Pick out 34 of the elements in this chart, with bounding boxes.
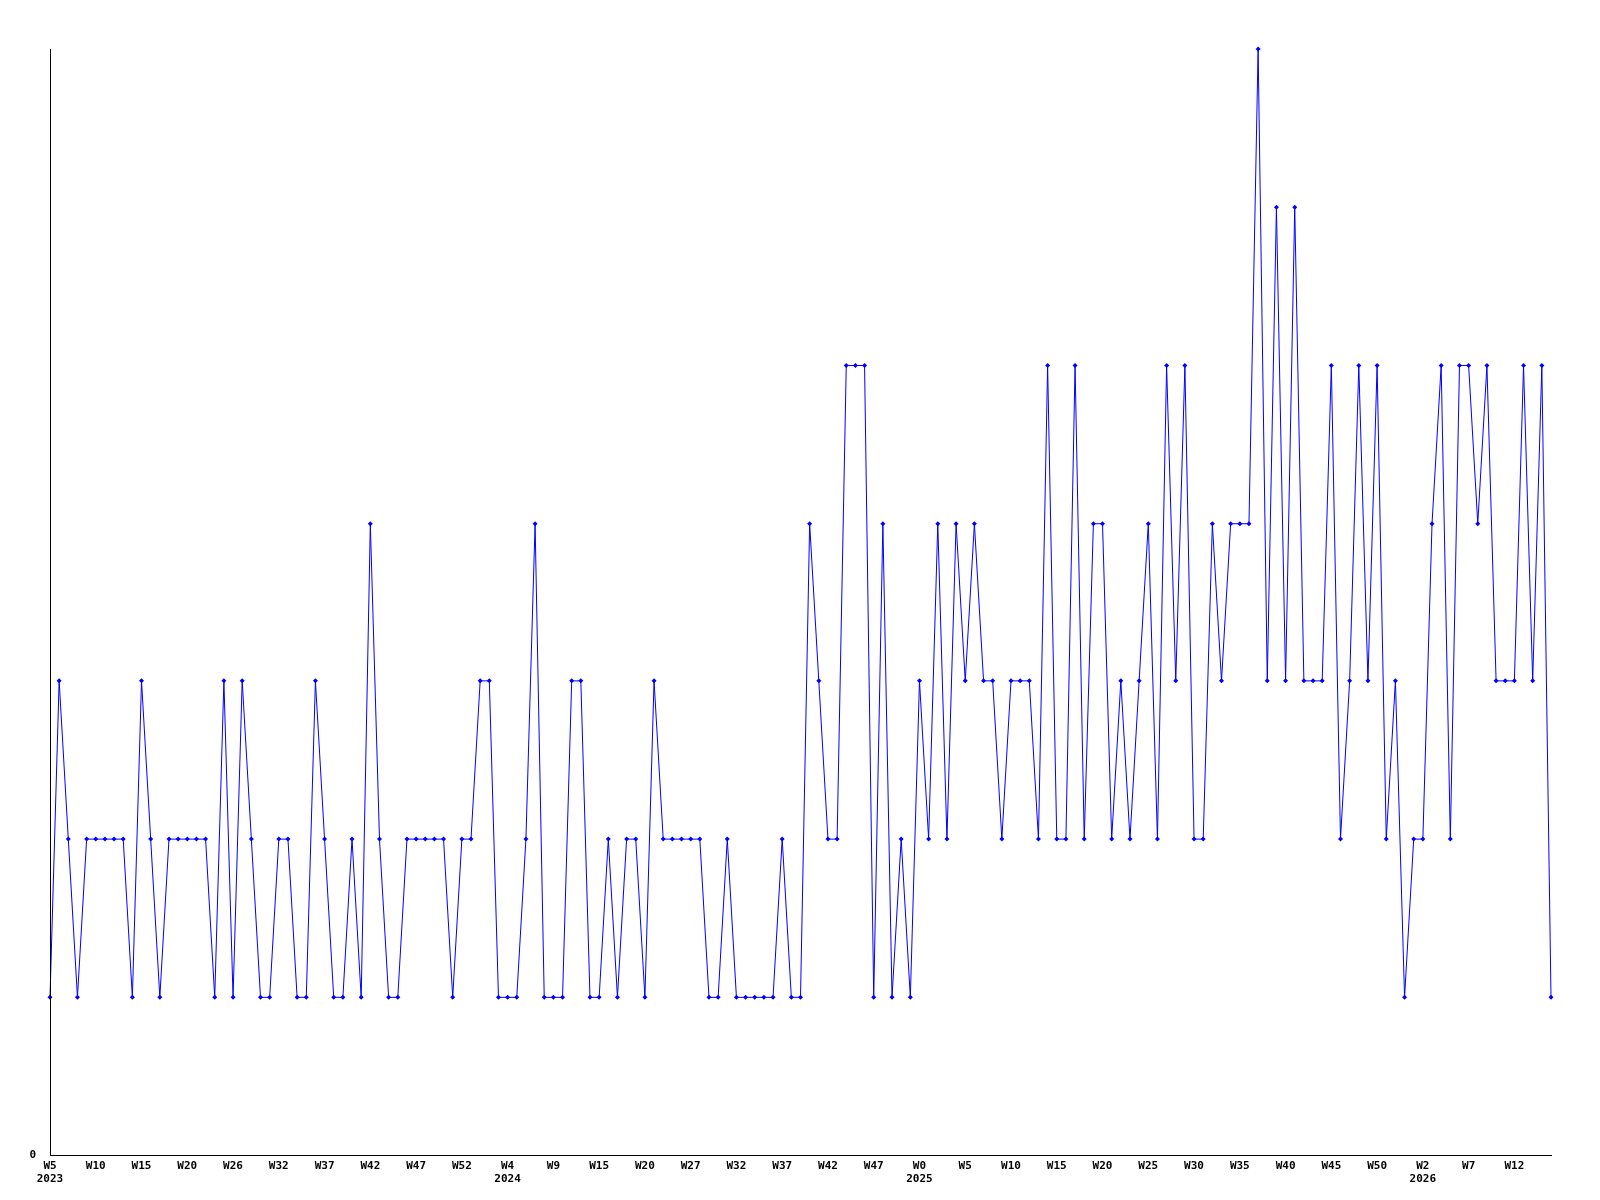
x-tick-label: W15 [131,1159,152,1173]
x-tick-label: W40 [1275,1159,1296,1173]
x-tick-label: W12 [1504,1159,1525,1173]
x-tick-label: W9 [546,1159,561,1173]
x-tick-label: W2 2026 [1409,1159,1437,1186]
x-tick-label: W25 [1138,1159,1159,1173]
x-tick-label: W5 2023 [36,1159,64,1186]
x-tick-label: W35 [1229,1159,1250,1173]
x-tick-label: W15 [589,1159,610,1173]
x-tick-label: W50 [1367,1159,1388,1173]
x-tick-label: W15 [1046,1159,1067,1173]
x-tick-label: W0 2025 [906,1159,933,1186]
x-tick-label: W42 [360,1159,381,1173]
x-tick-label: W37 [314,1159,335,1173]
x-tick-label: W32 [268,1159,289,1173]
x-tick-label: W10 [85,1159,106,1173]
x-tick-label: W32 [726,1159,747,1173]
x-tick-label: W7 [1462,1159,1476,1173]
x-tick-label: W26 [223,1159,244,1173]
x-tick-label: W4 2024 [494,1159,522,1186]
x-tick-label: W10 [1001,1159,1021,1173]
x-tick-label: W5 [958,1159,972,1173]
x-tick-label: W30 [1184,1159,1204,1173]
x-tick-label: W37 [772,1159,793,1173]
x-tick-label: W52 [451,1159,472,1173]
x-tick-label: W42 [818,1159,838,1173]
x-tick-label: W47 [863,1159,884,1173]
x-tick-label: W20 [1092,1159,1113,1173]
x-tick-label: W47 [406,1159,427,1173]
x-tick-label: W20 [634,1159,655,1173]
x-tick-label: W27 [680,1159,701,1173]
x-tick-label: W20 [177,1159,198,1173]
x-tick-label: W45 [1321,1159,1342,1173]
text: 0 [29,1148,36,1162]
